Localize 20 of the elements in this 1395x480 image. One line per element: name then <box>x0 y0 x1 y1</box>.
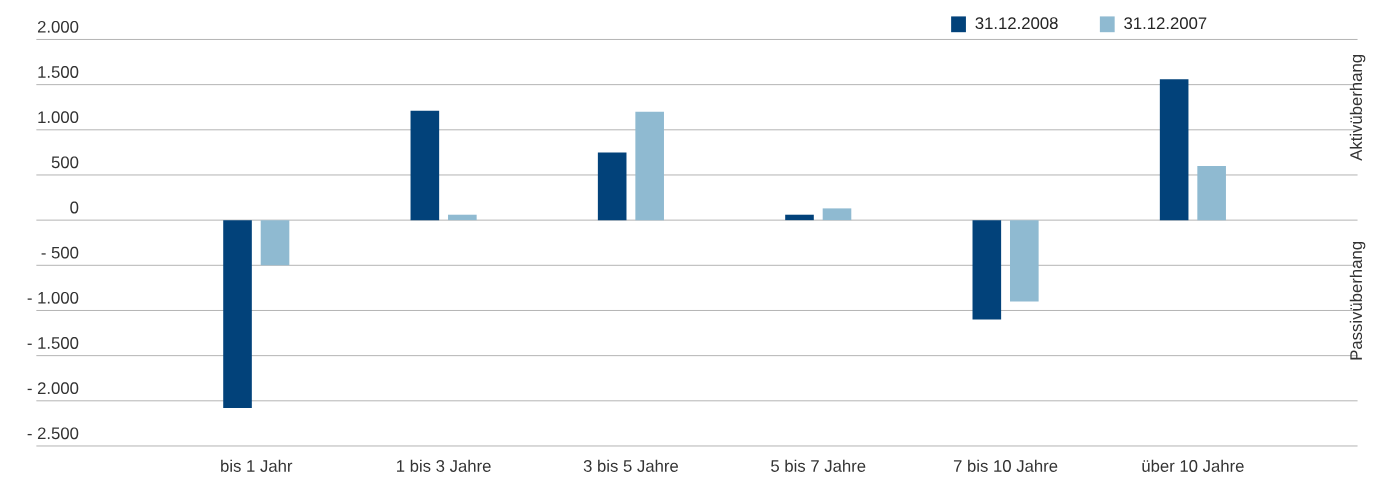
x-tick-label: bis 1 Jahr <box>221 459 293 473</box>
x-tick-label: über 10 Jahre <box>1142 459 1244 473</box>
y-tick-label: - 1.500 <box>27 337 79 350</box>
y-tick-label: 1.500 <box>38 66 79 79</box>
x-tick-label: 7 bis 10 Jahre <box>953 459 1058 473</box>
y-tick-label: 0 <box>70 201 79 214</box>
y-tick-label: - 2.000 <box>27 382 79 395</box>
y-tick-label: - 1.000 <box>27 292 79 304</box>
legend-label: 31.12.2007 <box>1124 17 1207 30</box>
x-tick-label: 1 bis 3 Jahre <box>397 459 491 473</box>
x-tick-label: 5 bis 7 Jahre <box>771 459 866 473</box>
y-tick-label: 2.000 <box>37 21 79 33</box>
x-tick-label: 3 bis 5 Jahre <box>583 459 678 473</box>
y-tick-label: 500 <box>51 156 79 169</box>
y-tick-label: - 2.500 <box>27 427 79 440</box>
y-tick-label: - 500 <box>41 246 79 259</box>
annotation: Passivüberhang <box>1349 242 1366 360</box>
annotation: Aktivüberhang <box>1349 55 1366 161</box>
y-tick-label: 1.000 <box>38 111 79 124</box>
legend-label: 31.12.2008 <box>975 17 1058 30</box>
